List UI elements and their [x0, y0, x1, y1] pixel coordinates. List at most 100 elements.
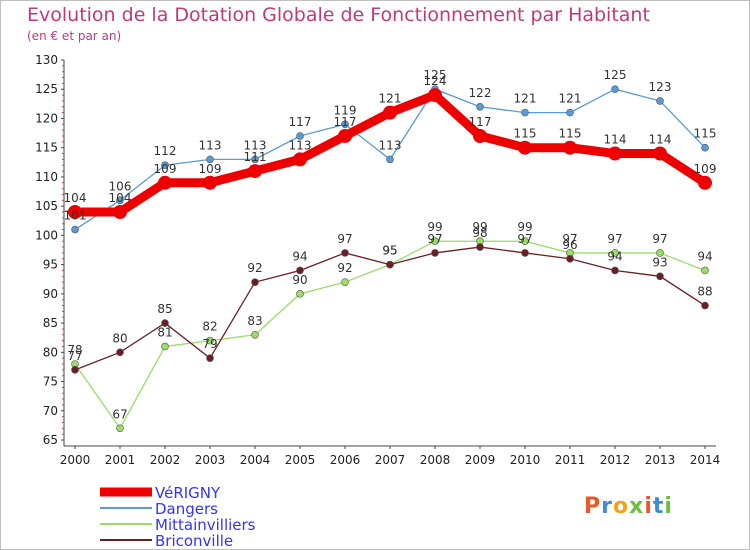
- data-label: 90: [292, 273, 307, 287]
- data-label: 113: [289, 138, 312, 152]
- data-point: [656, 272, 664, 281]
- data-point: [428, 88, 442, 103]
- x-tick-label: 2011: [555, 453, 586, 467]
- proxiti-logo: Proxiti: [584, 494, 673, 519]
- data-label: 96: [562, 238, 577, 252]
- data-label: 121: [514, 92, 537, 106]
- y-tick-label: 65: [43, 433, 58, 447]
- x-tick-label: 2006: [330, 453, 361, 467]
- x-tick-label: 2014: [690, 453, 721, 467]
- data-point: [293, 152, 307, 167]
- data-point: [113, 205, 127, 219]
- data-label: 92: [247, 261, 262, 275]
- data-point: [476, 243, 484, 251]
- x-tick-label: 2010: [510, 453, 541, 467]
- logo-letter: P: [584, 494, 602, 519]
- series-dangers: [71, 85, 709, 234]
- data-label: 111: [244, 150, 267, 164]
- data-label: 97: [517, 232, 532, 246]
- data-label: 78: [67, 343, 82, 357]
- data-point: [206, 155, 214, 164]
- data-point: [251, 278, 259, 286]
- data-label: 94: [697, 249, 712, 263]
- y-tick-label: 70: [43, 404, 58, 418]
- data-point: [701, 301, 709, 310]
- data-label: 97: [427, 232, 442, 246]
- y-tick-label: 130: [35, 53, 58, 67]
- data-label: 99: [427, 220, 442, 234]
- y-tick-label: 85: [43, 316, 58, 330]
- logo-letter: i: [664, 494, 673, 519]
- data-label: 104: [64, 191, 87, 205]
- data-point: [386, 155, 394, 164]
- y-tick-label: 90: [43, 287, 58, 301]
- data-point: [656, 249, 664, 257]
- data-label: 83: [247, 314, 262, 328]
- data-point: [206, 336, 214, 345]
- data-label: 106: [109, 179, 132, 193]
- chart-subtitle: (en € et par an): [27, 29, 122, 43]
- data-label: 97: [607, 232, 622, 246]
- data-label: 109: [199, 162, 222, 176]
- data-point: [203, 175, 217, 190]
- x-tick-label: 2007: [375, 453, 406, 467]
- data-label: 101: [64, 209, 87, 223]
- data-label: 99: [517, 220, 532, 234]
- data-label: 88: [697, 285, 712, 299]
- data-point: [521, 249, 529, 257]
- data-label: 97: [562, 232, 577, 246]
- data-point: [341, 120, 349, 129]
- x-tick-label: 2002: [150, 453, 181, 467]
- data-point: [611, 249, 619, 257]
- data-label: 112: [154, 144, 177, 158]
- data-label: 97: [337, 232, 352, 246]
- data-point: [68, 205, 82, 219]
- data-point: [611, 266, 619, 275]
- data-point: [116, 196, 124, 205]
- data-point: [518, 140, 532, 155]
- legend-label-briconville: Briconville: [155, 532, 233, 550]
- logo-letter: o: [612, 494, 630, 519]
- series-briconville: [71, 243, 709, 374]
- data-label: 123: [649, 80, 672, 94]
- data-point: [338, 129, 352, 143]
- data-label: 113: [199, 138, 222, 152]
- data-label: 85: [157, 302, 172, 316]
- data-label: 122: [469, 86, 492, 100]
- y-tick-label: 75: [43, 375, 58, 389]
- y-tick-label: 125: [35, 82, 58, 96]
- data-point: [71, 225, 79, 234]
- data-point: [521, 237, 529, 246]
- data-label: 113: [244, 138, 267, 152]
- y-tick-label: 115: [35, 141, 58, 155]
- data-label: 109: [694, 162, 717, 176]
- data-label: 94: [607, 249, 622, 263]
- data-point: [296, 290, 304, 298]
- logo-letter: r: [601, 494, 613, 519]
- y-tick-label: 80: [43, 345, 58, 359]
- legend-label-mittainvilliers: Mittainvilliers: [155, 516, 256, 534]
- data-label: 109: [154, 162, 177, 176]
- data-label: 92: [337, 261, 352, 275]
- data-point: [566, 254, 574, 263]
- data-point: [698, 175, 712, 190]
- data-point: [251, 155, 259, 164]
- data-point: [161, 342, 169, 351]
- data-point: [608, 146, 622, 161]
- x-tick-label: 2005: [285, 453, 316, 467]
- data-label: 117: [469, 115, 492, 129]
- data-point: [116, 424, 124, 433]
- y-tick-label: 120: [35, 111, 58, 125]
- y-tick-label: 110: [35, 170, 58, 184]
- data-point: [473, 129, 487, 143]
- data-point: [71, 366, 79, 374]
- data-point: [386, 260, 394, 269]
- x-tick-label: 2004: [240, 453, 271, 467]
- data-label: 121: [559, 92, 582, 106]
- data-point: [431, 237, 439, 246]
- x-tick-label: 2000: [60, 453, 91, 467]
- data-label: 114: [649, 133, 672, 147]
- data-label: 99: [472, 220, 487, 234]
- data-point: [701, 143, 709, 152]
- x-tick-label: 2012: [600, 453, 631, 467]
